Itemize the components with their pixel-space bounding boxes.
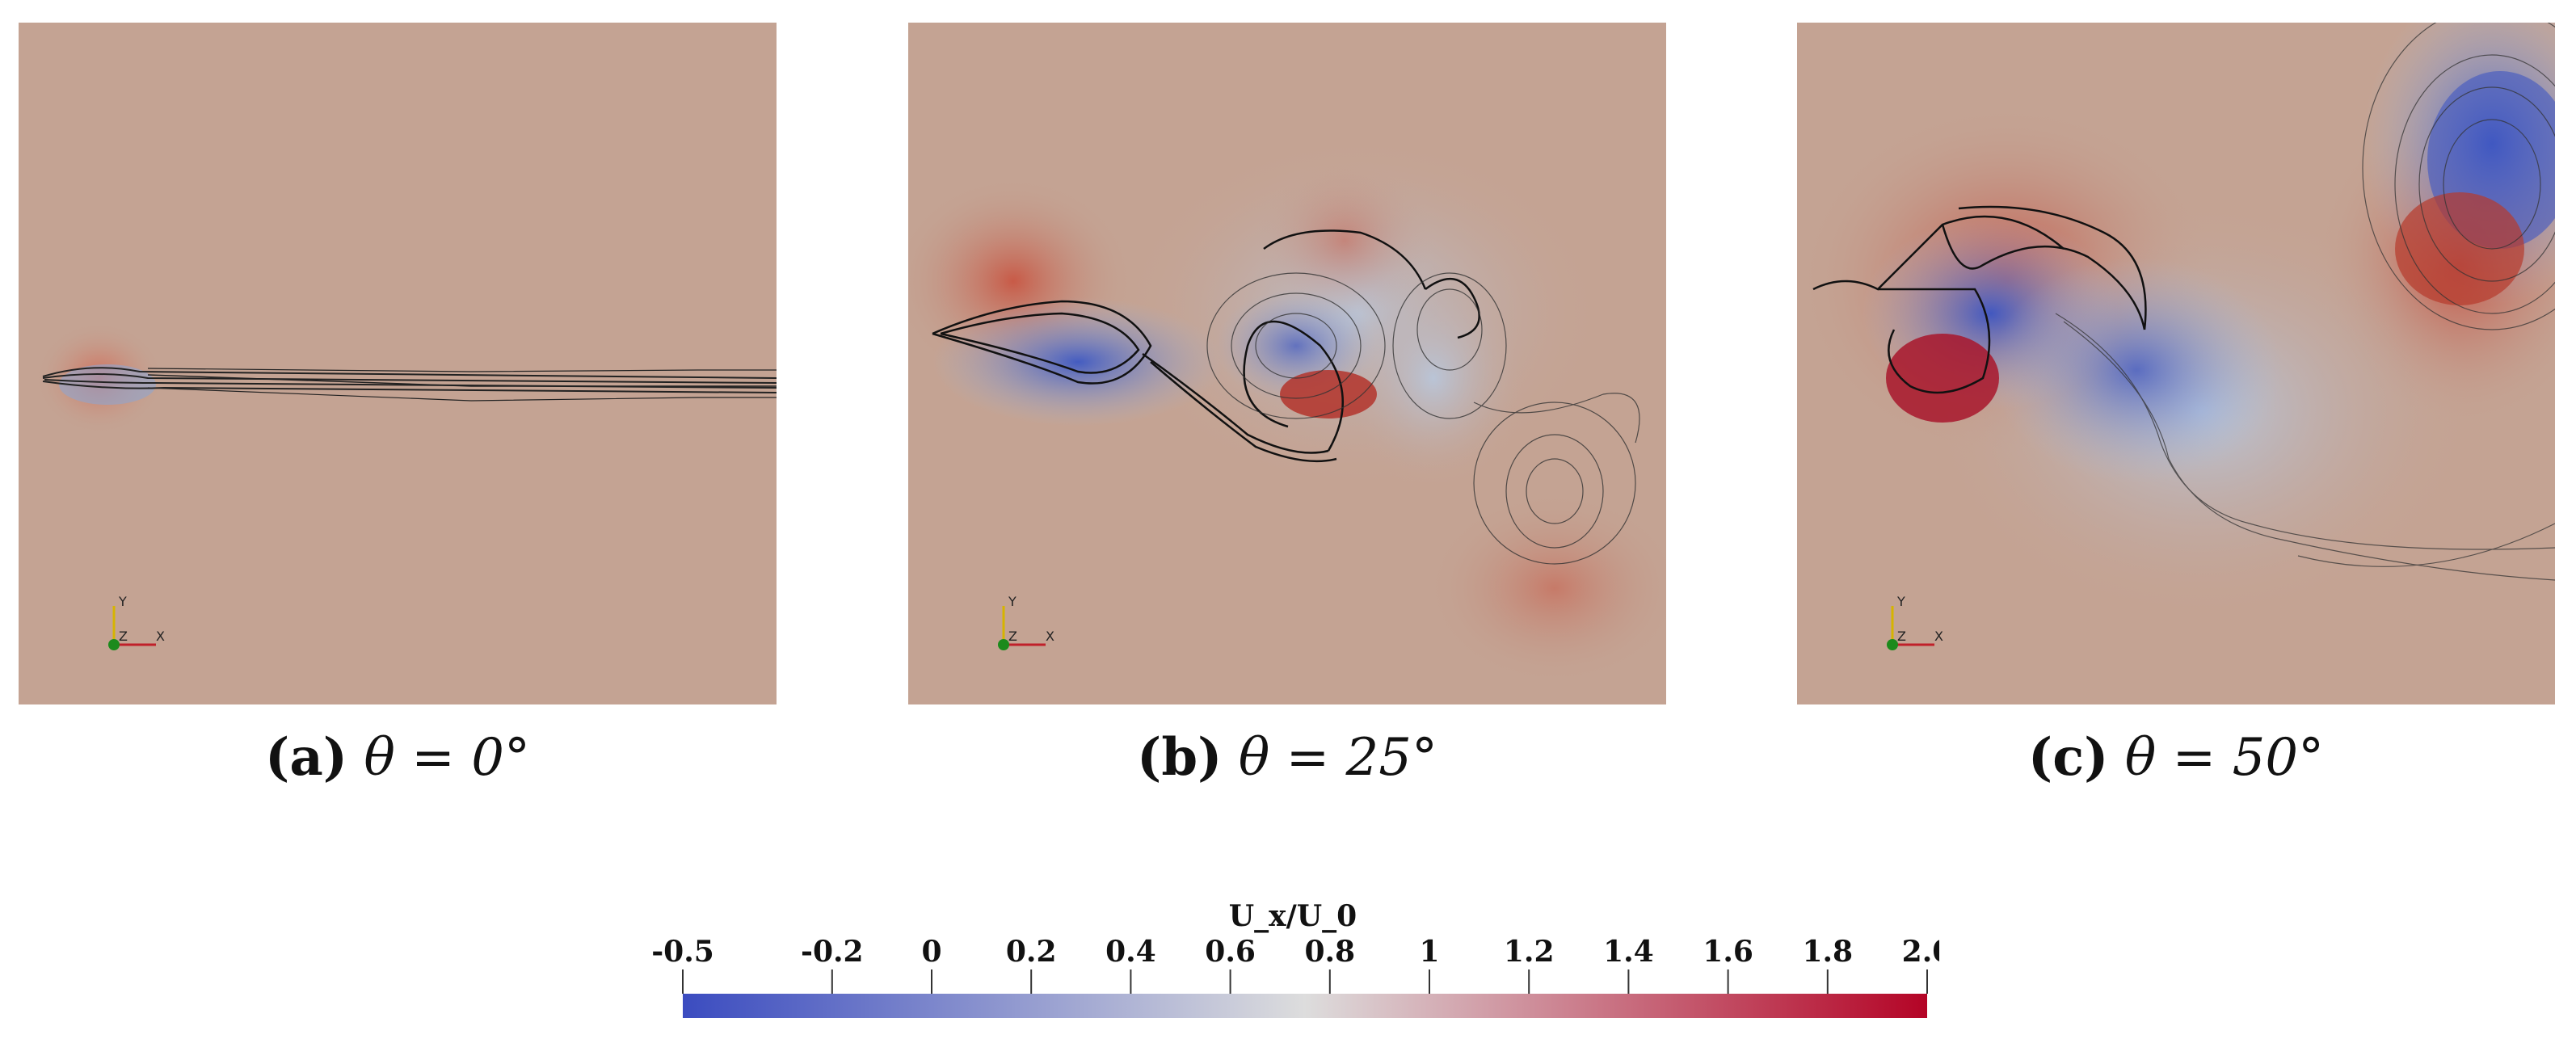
axes-triad: Y Z X (108, 594, 165, 650)
axes-triad: Y Z X (1887, 594, 1943, 650)
caption-panel-a: (a) θ = 0° (19, 727, 777, 788)
svg-text:Y: Y (1896, 594, 1905, 609)
wake-streamlines (42, 367, 777, 402)
svg-text:Z: Z (119, 629, 128, 644)
vortex-streamlines (1812, 205, 2147, 394)
svg-text:Y: Y (1008, 594, 1017, 609)
svg-text:X: X (1046, 629, 1054, 644)
flow-field-panel-b: Y Z X (908, 23, 1666, 704)
caption-equation: θ = 25° (1238, 728, 1437, 788)
colorbar-title: U_x/U_0 (1229, 899, 1357, 933)
flow-field-panel-a: Y Z X (19, 23, 777, 704)
colorbar-tick-label: 0.8 (1304, 935, 1355, 969)
colorbar-tick-label: 1.4 (1603, 935, 1654, 969)
caption-letter: (c) (2027, 727, 2109, 788)
contour-lines (1206, 272, 1640, 565)
contour-lines (2055, 23, 2555, 581)
colorbar-tick-label: 0 (921, 935, 941, 969)
svg-text:X: X (1934, 629, 1943, 644)
colorbar-tick-label: 1.2 (1504, 935, 1555, 969)
svg-text:Y: Y (118, 594, 127, 609)
svg-text:Z: Z (1897, 629, 1906, 644)
colorbar-tick-label: -0.5 (651, 935, 714, 969)
colorbar-tick-label: 1.6 (1703, 935, 1753, 969)
caption-panel-c: (c) θ = 50° (1797, 727, 2555, 788)
svg-text:Z: Z (1008, 629, 1017, 644)
colorbar-tick-label: 0.4 (1105, 935, 1156, 969)
colorbar-tick-label: 1 (1419, 935, 1439, 969)
axes-triad: Y Z X (998, 594, 1054, 650)
caption-equation: θ = 50° (2124, 728, 2325, 788)
caption-letter: (b) (1137, 727, 1223, 788)
colorbar-tick-label: -0.2 (801, 935, 864, 969)
caption-letter: (a) (265, 727, 348, 788)
colorbar-tick-label: 2.0 (1902, 935, 1939, 969)
vortex-streamlines (932, 229, 1480, 463)
colorbar-tick-label: 0.6 (1205, 935, 1256, 969)
flow-field-panel-c: Y Z X (1797, 23, 2555, 704)
colorbar-tick-label: 0.2 (1006, 935, 1057, 969)
colorbar-tick-label: 1.8 (1802, 935, 1853, 969)
svg-text:X: X (156, 629, 165, 644)
caption-equation: θ = 0° (364, 728, 530, 788)
colorbar-legend: U_x/U_0 -0.5 -0.2 0 0.2 0.4 0.6 0.8 1 1.2 1.4 1.6 1… (646, 889, 1939, 1034)
colorbar-gradient (683, 994, 1927, 1018)
caption-panel-b: (b) θ = 25° (908, 727, 1666, 788)
